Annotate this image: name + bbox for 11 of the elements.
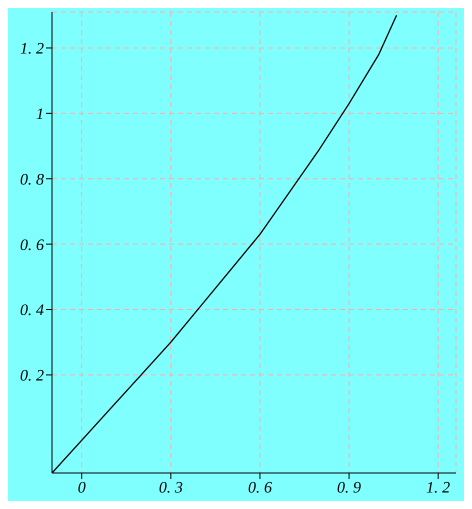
x-tick-label: 0. 6 — [248, 479, 272, 496]
y-tick-label: 0. 6 — [20, 236, 44, 254]
y-tick-label: 0. 8 — [20, 171, 44, 188]
y-tick-label: 1. 2 — [20, 40, 44, 58]
x-tick-label: 0. 9 — [337, 479, 362, 496]
x-tick-label: 0. 3 — [158, 479, 183, 496]
y-tick-label: 0. 4 — [20, 302, 44, 320]
y-tick-label: 1 — [36, 106, 44, 124]
x-tick-label: 1. 2 — [426, 479, 450, 496]
y-tick-label: 0. 2 — [20, 368, 44, 385]
x-tick-label: 0 — [78, 479, 86, 496]
